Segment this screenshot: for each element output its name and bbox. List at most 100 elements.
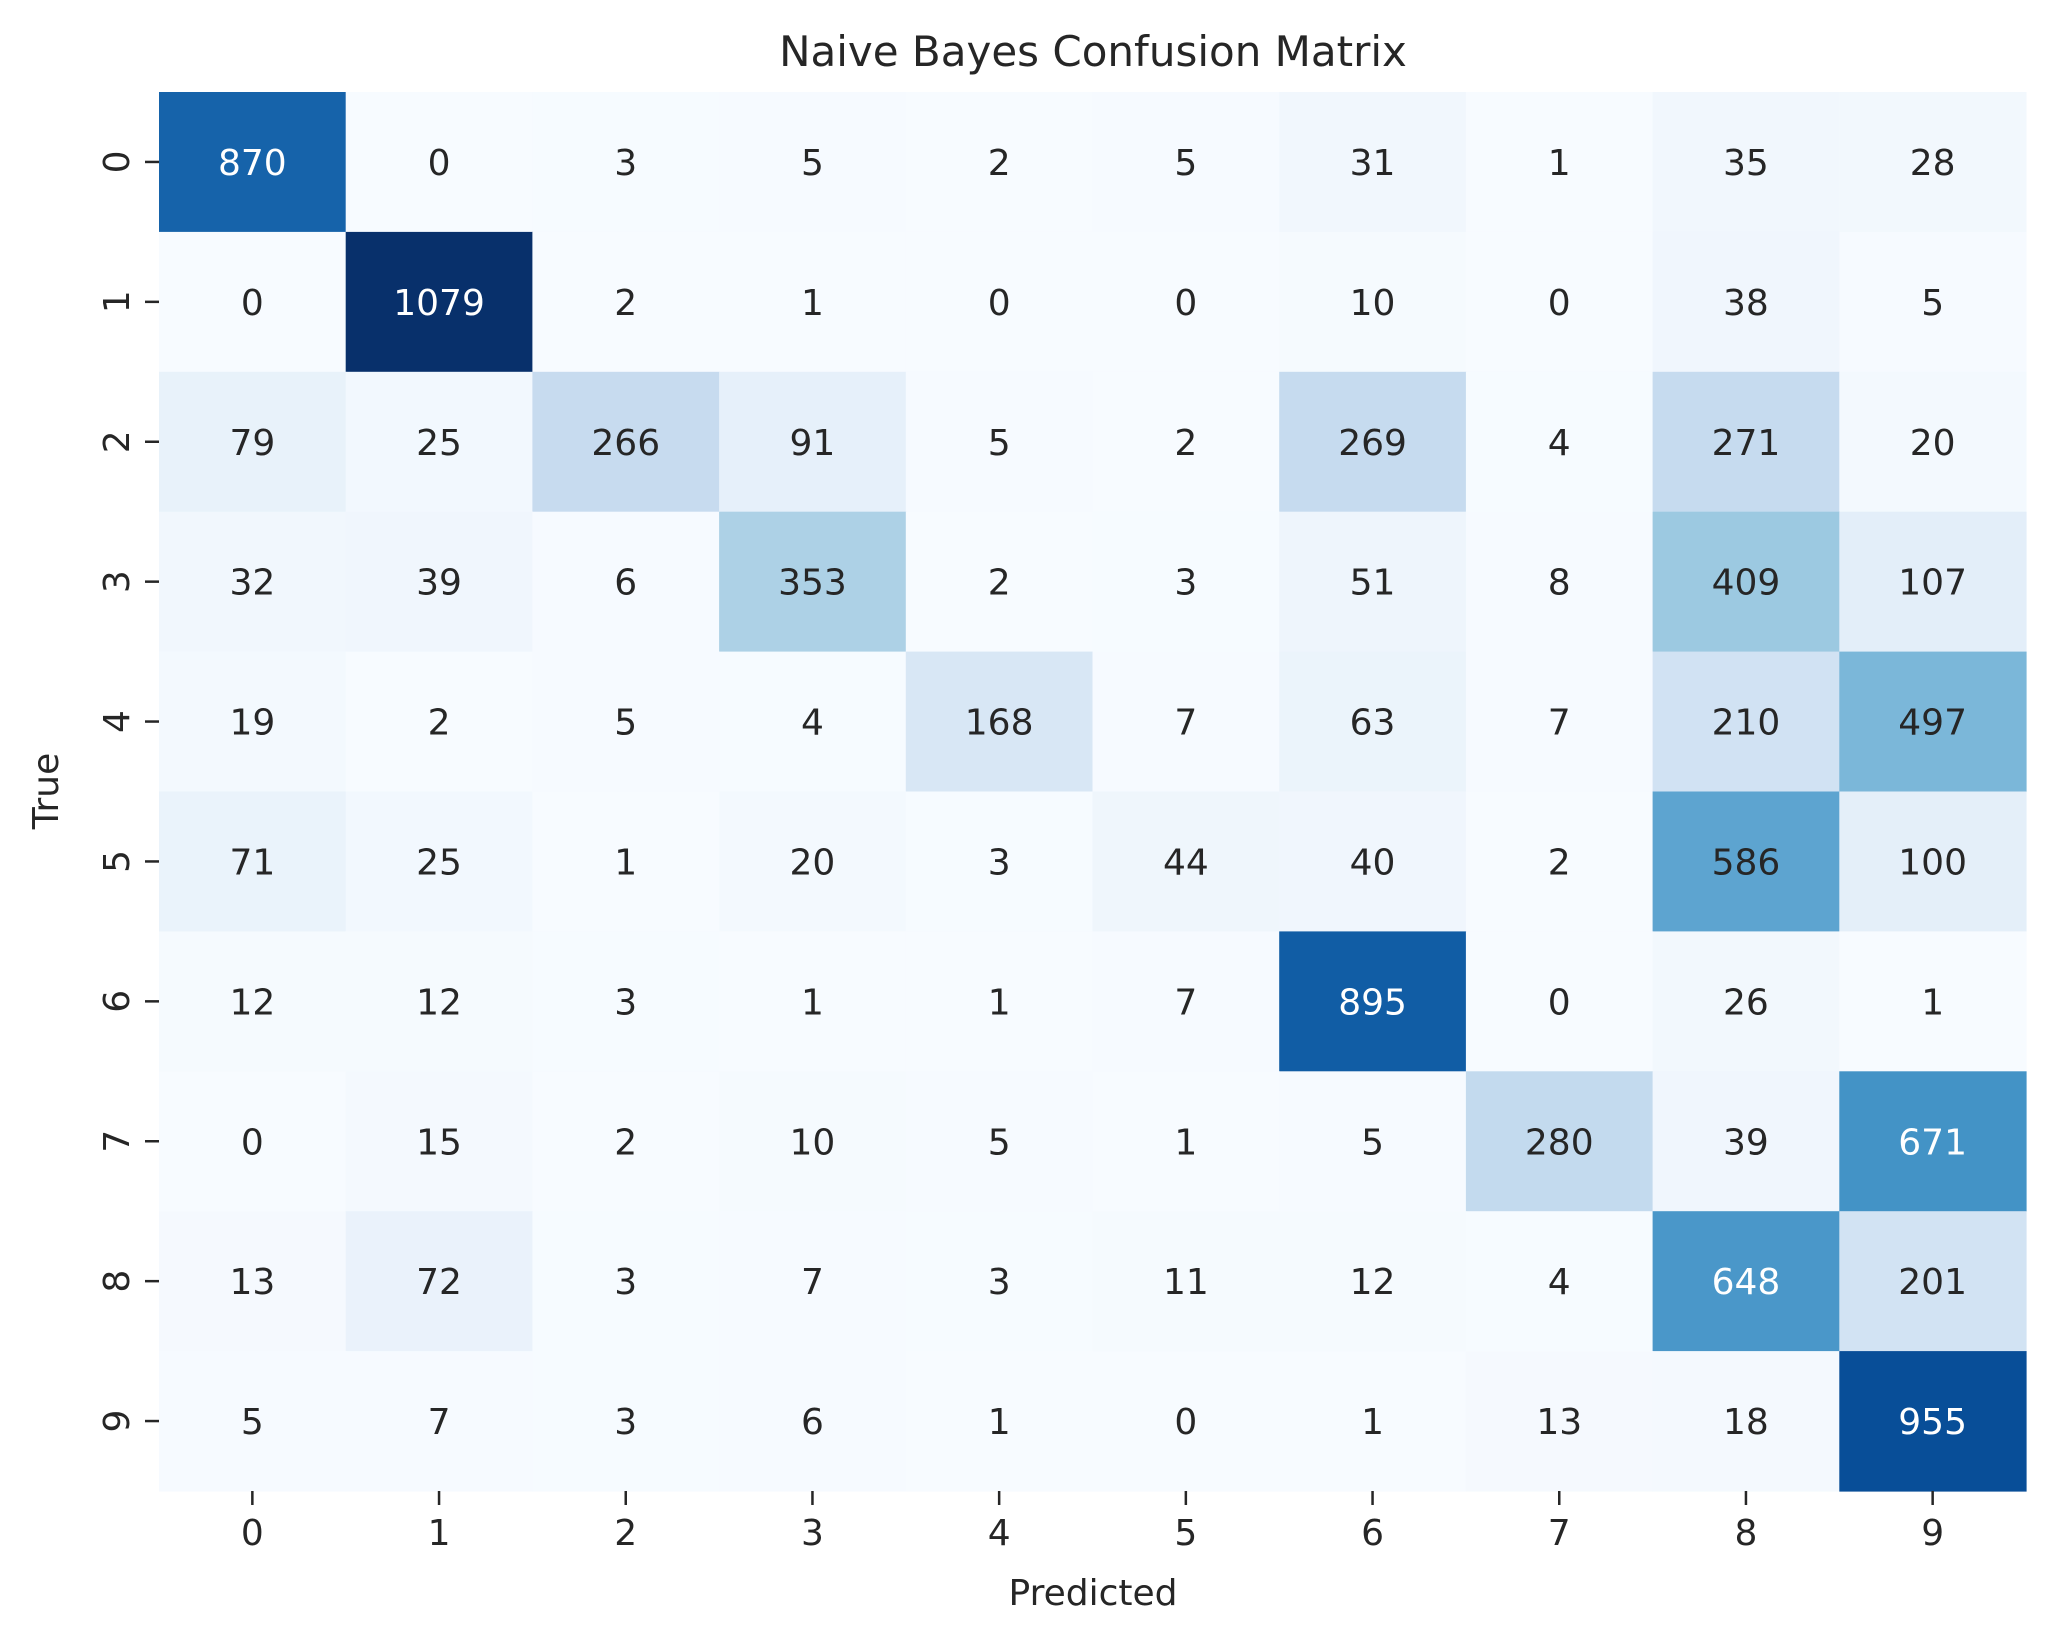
heatmap-cell-6-2: [532, 931, 720, 1072]
heatmap-cell-5-9: [1839, 791, 2027, 932]
cell-value-label-4-5: 7: [1174, 703, 1197, 744]
x-tick-label-8: 8: [1734, 1513, 1757, 1554]
heatmap-cell-4-6: [1279, 651, 1467, 793]
heatmap-cell-3-7: [1465, 511, 1654, 653]
heatmap-cell-5-0: [159, 791, 347, 932]
heatmap-cell-6-1: [345, 931, 533, 1072]
cell-value-label-7-9: 671: [1898, 1122, 1967, 1163]
heatmap-cell-4-5: [1092, 651, 1280, 793]
y-tick-label-6: 6: [97, 990, 138, 1013]
heatmap-cell-0-6: [1279, 92, 1467, 233]
cell-value-label-0-3: 5: [801, 143, 824, 184]
heatmap-cell-7-1: [345, 1071, 533, 1212]
heatmap-cell-8-1: [345, 1211, 533, 1352]
heatmap-cell-3-6: [1279, 511, 1467, 653]
cell-value-label-7-4: 5: [988, 1122, 1011, 1163]
cell-value-label-1-5: 0: [1174, 283, 1197, 324]
heatmap-cell-2-3: [719, 371, 907, 513]
cell-value-label-5-5: 44: [1163, 842, 1209, 883]
cell-value-label-8-2: 3: [614, 1262, 637, 1303]
heatmap-cell-4-3: [719, 651, 907, 793]
heatmap-cell-5-6: [1279, 791, 1467, 932]
cell-value-label-9-8: 18: [1723, 1402, 1769, 1443]
cell-value-label-0-2: 3: [614, 143, 637, 184]
heatmap-cell-3-4: [905, 511, 1094, 653]
cell-value-label-7-5: 1: [1174, 1122, 1197, 1163]
cell-value-label-0-4: 2: [988, 143, 1011, 184]
cell-value-label-8-4: 3: [988, 1262, 1011, 1303]
heatmap-cell-2-9: [1839, 371, 2027, 513]
y-tick-label-4: 4: [97, 710, 138, 733]
heatmap-cell-0-0: [159, 92, 347, 233]
heatmap-cell-1-8: [1652, 231, 1840, 373]
heatmap-cell-3-9: [1839, 511, 2027, 653]
heatmap-cell-0-9: [1839, 92, 2027, 233]
y-tick-label-3: 3: [97, 570, 138, 593]
heatmap-cell-5-3: [719, 791, 907, 932]
cell-value-label-2-7: 4: [1548, 423, 1571, 464]
heatmap-cell-2-0: [159, 371, 347, 513]
heatmap-cell-1-7: [1465, 231, 1654, 373]
heatmap-cell-7-4: [905, 1071, 1094, 1212]
cell-value-label-5-9: 100: [1898, 842, 1967, 883]
cell-value-label-0-6: 31: [1350, 143, 1396, 184]
heatmap-cell-3-0: [159, 511, 347, 653]
heatmap-cell-4-7: [1465, 651, 1654, 793]
y-tick-label-5: 5: [97, 850, 138, 873]
heatmap-cell-0-3: [719, 92, 907, 233]
heatmap-cell-5-8: [1652, 791, 1840, 932]
x-axis-ticks: 0 1 2 3 4 5 6 7 8 9: [241, 1491, 1944, 1554]
cell-value-label-3-2: 6: [614, 563, 637, 604]
heatmap-cell-1-3: [719, 231, 907, 373]
heatmap-cell-7-2: [532, 1071, 720, 1212]
cell-value-label-5-0: 71: [229, 842, 275, 883]
x-tick-label-4: 4: [988, 1513, 1011, 1554]
cell-value-label-1-1: 1079: [393, 283, 485, 324]
cell-value-label-9-4: 1: [988, 1402, 1011, 1443]
x-tick-label-1: 1: [428, 1513, 451, 1554]
heatmap-cell-8-2: [532, 1211, 720, 1352]
chart-title: Naive Bayes Confusion Matrix: [779, 27, 1407, 76]
cell-value-label-1-3: 1: [801, 283, 824, 324]
cell-value-label-4-3: 4: [801, 703, 824, 744]
cell-value-label-2-5: 2: [1174, 423, 1197, 464]
cell-value-label-2-1: 25: [416, 423, 462, 464]
cell-value-label-6-2: 3: [614, 982, 637, 1023]
heatmap-cell-1-9: [1839, 231, 2027, 373]
cell-value-label-4-2: 5: [614, 703, 637, 744]
cell-value-label-3-6: 51: [1350, 563, 1396, 604]
cell-value-label-2-3: 91: [790, 423, 836, 464]
heatmap-cell-6-3: [719, 931, 907, 1072]
cell-value-label-7-7: 280: [1525, 1122, 1594, 1163]
y-tick-label-8: 8: [97, 1270, 138, 1293]
y-axis-label: True: [26, 753, 67, 830]
heatmap-cell-0-5: [1092, 92, 1280, 233]
cell-value-label-0-5: 5: [1174, 143, 1197, 184]
cell-value-label-7-1: 15: [416, 1122, 462, 1163]
cell-value-label-7-0: 0: [241, 1122, 264, 1163]
cell-value-label-0-0: 870: [218, 143, 287, 184]
cell-value-label-3-9: 107: [1898, 563, 1967, 604]
cell-value-label-9-1: 7: [428, 1402, 451, 1443]
heatmap-cell-3-8: [1652, 511, 1840, 653]
heatmap-cell-6-9: [1839, 931, 2027, 1072]
heatmap-cells: 870 0 3 5 2 5 31 1 35 280 1079 2 1 0 0 10 0 38 579 25 266 91 5…: [159, 92, 2027, 1492]
heatmap-cell-9-2: [532, 1351, 720, 1492]
cell-value-label-7-2: 2: [614, 1122, 637, 1163]
cell-value-label-5-1: 25: [416, 842, 462, 883]
cell-value-label-4-4: 168: [965, 703, 1034, 744]
cell-value-label-4-1: 2: [428, 703, 451, 744]
cell-value-label-6-4: 1: [988, 982, 1011, 1023]
cell-value-label-4-6: 63: [1350, 703, 1396, 744]
heatmap-cell-2-2: [532, 371, 720, 513]
heatmap-cell-7-9: [1839, 1071, 2027, 1212]
heatmap-cell-8-7: [1465, 1211, 1654, 1352]
cell-value-label-3-8: 409: [1712, 563, 1781, 604]
cell-value-label-9-2: 3: [614, 1402, 637, 1443]
cell-value-label-2-4: 5: [988, 423, 1011, 464]
cell-value-label-8-5: 11: [1163, 1262, 1209, 1303]
cell-value-label-7-3: 10: [790, 1122, 836, 1163]
heatmap-cell-9-3: [719, 1351, 907, 1492]
heatmap-cell-6-0: [159, 931, 347, 1072]
